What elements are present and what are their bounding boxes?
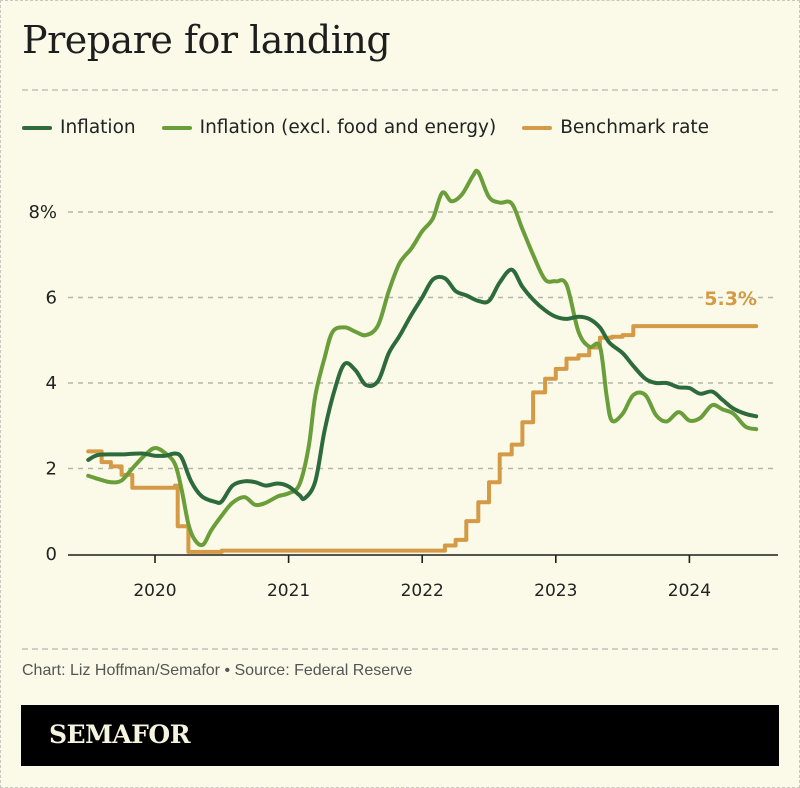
legend-item-benchmark-rate: Benchmark rate [522,117,709,138]
y-tick-label: 4 [46,373,57,394]
legend-swatch-benchmark-rate [522,125,553,130]
legend-swatch-core-inflation [161,125,192,130]
legend-swatch-inflation [22,125,52,130]
y-tick-label: 6 [46,288,57,309]
series-line-inflation-excl-food-and-energy [86,168,759,548]
y-tick-label: 2 [46,459,57,480]
legend-item-core-inflation: Inflation (excl. food and energy) [161,117,497,138]
series-lines [86,168,759,554]
x-tick-label: 2023 [534,581,577,601]
annotation-label: 5.3% [704,288,757,310]
series-line-inflation [86,267,759,505]
legend-item-inflation: Inflation [22,117,136,138]
y-tick-label: 8% [28,202,57,223]
x-tick-label: 2021 [267,581,310,601]
x-axis: 2020 2021 2022 2023 2024 [68,554,778,601]
legend-label-inflation: Inflation [60,117,136,138]
y-tick-label: 0 [46,544,57,565]
legend: Inflation Inflation (excl. food and ener… [22,117,735,138]
title-divider [22,89,778,91]
gridlines [68,211,778,470]
y-axis: 0 2 4 6 8% [28,202,57,565]
footer-divider [22,648,778,650]
annotations: 5.3% [704,288,757,310]
source-credit: Chart: Liz Hoffman/Semafor • Source: Fed… [22,662,413,679]
legend-label-core-inflation: Inflation (excl. food and energy) [199,117,497,138]
x-tick-label: 2022 [401,581,444,601]
x-tick-label: 2020 [133,581,176,601]
chart-title: Prepare for landing [22,18,391,62]
x-tick-label: 2024 [668,581,711,601]
semafor-logo: SEMAFOR [49,720,190,749]
brand-bar: SEMAFOR [21,705,779,766]
legend-label-benchmark-rate: Benchmark rate [560,117,710,138]
